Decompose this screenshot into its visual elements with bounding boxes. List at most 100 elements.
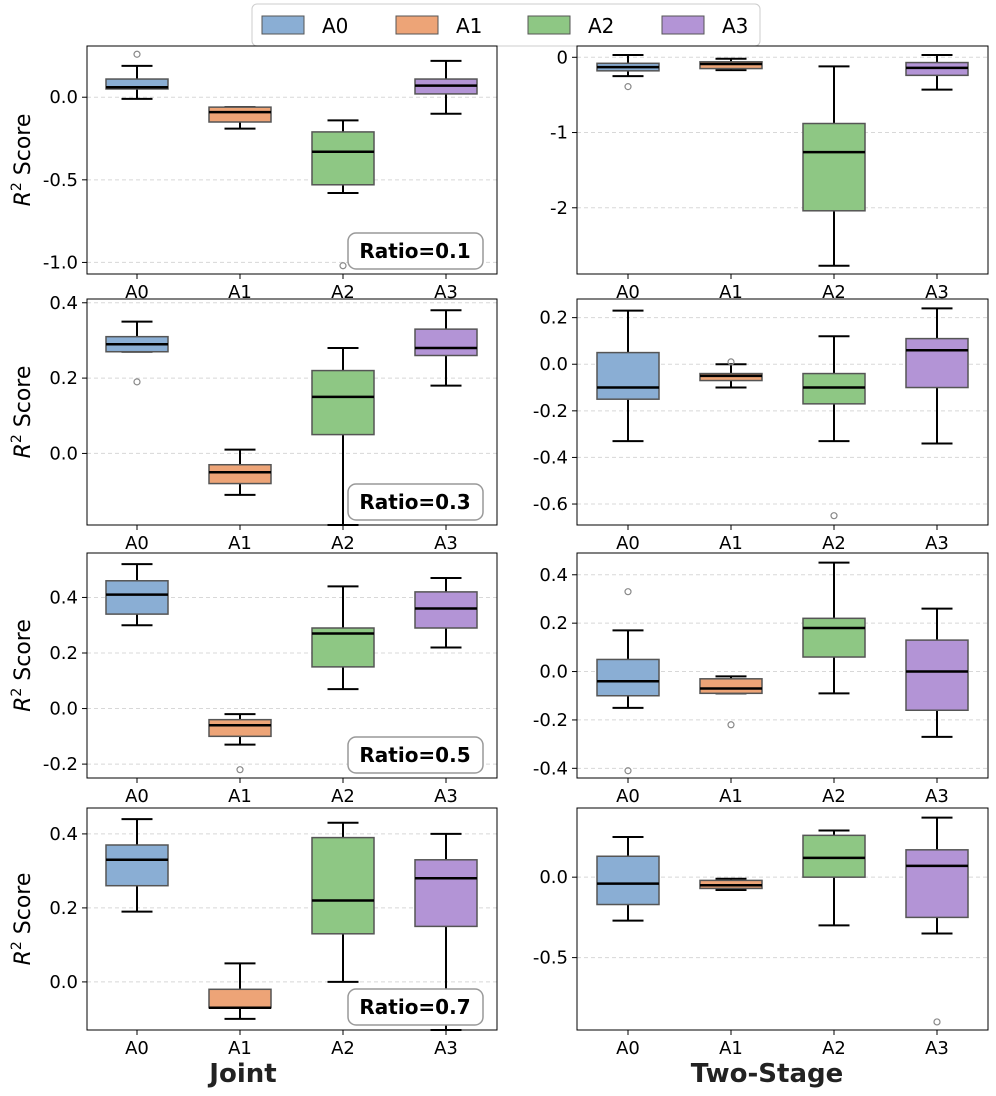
- ratio-label-box: [347, 988, 484, 1026]
- box-a2: [311, 119, 375, 270]
- box-a0: [596, 309, 660, 443]
- panels: 0.0 -0.5 -1.0 A0 A1 A2 A3 Ratio=0.1 0 -1 -2 A0 A1 A2 A…: [43, 45, 989, 1059]
- box-a1: [699, 877, 763, 892]
- y-tick-label: -0.5: [43, 170, 78, 191]
- box-a2: [311, 346, 375, 526]
- iqr-box: [802, 834, 866, 878]
- box-a1: [699, 675, 763, 729]
- axes-frame: [576, 807, 989, 1031]
- x-tick-label: A1: [719, 533, 743, 554]
- x-tick-label: A2: [822, 786, 846, 807]
- outlier-point: [624, 83, 632, 91]
- y-tick-label: -1.0: [43, 252, 78, 273]
- y-tick-label: 0.0: [539, 662, 568, 683]
- box-a1: [699, 358, 763, 389]
- column-label-joint: Joint: [207, 1059, 276, 1089]
- x-tick-label: A2: [822, 282, 846, 303]
- x-tick-label: A2: [822, 533, 846, 554]
- panel-r3-joint: 0.4 0.2 0.0 -0.2 A0 A1 A2 A3 Ratio=0.5: [43, 552, 498, 807]
- box-a1: [699, 57, 763, 72]
- axes-frame: [576, 298, 989, 526]
- y-tick-label: -0.5: [533, 948, 568, 969]
- legend-label-a1: A1: [456, 14, 482, 38]
- y-tick-label: 0.2: [49, 643, 78, 664]
- y-tick-label: -0.2: [43, 754, 78, 775]
- iqr-box: [905, 639, 969, 712]
- y-tick-label: 0.4: [539, 565, 568, 586]
- box-a3: [414, 309, 478, 387]
- iqr-box: [311, 369, 375, 436]
- ratio-label-box: [347, 736, 484, 774]
- iqr-box: [802, 122, 866, 212]
- box-a0: [105, 563, 169, 627]
- axes-frame: [86, 552, 498, 779]
- x-tick-label: A1: [228, 533, 252, 554]
- y-tick-label: 0.2: [539, 308, 568, 329]
- box-a2: [802, 65, 866, 267]
- outlier-point: [624, 767, 632, 775]
- x-tick-label: A0: [616, 1038, 640, 1059]
- box-a1: [208, 448, 272, 496]
- x-tick-label: A2: [331, 786, 355, 807]
- column-label-two-stage: Two-Stage: [691, 1059, 844, 1089]
- y-tick-label: 0.0: [49, 972, 78, 993]
- x-tick-label: A1: [228, 1038, 252, 1059]
- legend-swatch-a0: [261, 15, 305, 35]
- y-tick-label: 0.0: [539, 867, 568, 888]
- iqr-box: [208, 718, 272, 738]
- y-tick-label: 0.2: [539, 613, 568, 634]
- x-tick-label: A2: [331, 533, 355, 554]
- box-a3: [905, 816, 969, 1026]
- box-a3: [905, 54, 969, 91]
- panel-r1-joint: 0.0 -0.5 -1.0 A0 A1 A2 A3 Ratio=0.1: [43, 45, 498, 303]
- y-tick-label: 0.4: [49, 587, 78, 608]
- axes-frame: [86, 45, 498, 275]
- ratio-label: Ratio=0.1: [359, 239, 470, 263]
- axes-frame: [576, 45, 989, 275]
- box-a3: [905, 307, 969, 445]
- box-a2: [802, 561, 866, 695]
- iqr-box: [311, 131, 375, 186]
- y-tick-label: 0.4: [49, 824, 78, 845]
- ratio-label-box: [347, 232, 484, 270]
- box-a3: [414, 577, 478, 649]
- box-a2: [311, 821, 375, 983]
- x-tick-label: A3: [925, 786, 949, 807]
- iqr-box: [311, 836, 375, 935]
- x-tick-label: A0: [125, 533, 149, 554]
- y-tick-label: -0.2: [533, 401, 568, 422]
- x-tick-label: A0: [616, 786, 640, 807]
- panel-r4-two-stage: 0.0 -0.5 A0 A1 A2 A3: [533, 807, 989, 1059]
- panel-r2-two-stage: 0.2 0.0 -0.2 -0.4 -0.6 A0 A1 A2 A3: [533, 298, 989, 554]
- box-a0: [596, 54, 660, 91]
- outlier-point: [830, 512, 838, 520]
- outlier-point: [339, 262, 347, 270]
- box-a3: [905, 607, 969, 738]
- box-a1: [208, 713, 272, 774]
- y-tick-label: 0.2: [49, 898, 78, 919]
- x-tick-label: A3: [434, 282, 458, 303]
- y-tick-label: 0.0: [49, 443, 78, 464]
- legend-label-a3: A3: [722, 14, 748, 38]
- outlier-point: [624, 588, 632, 596]
- legend-swatch-a1: [395, 15, 439, 35]
- y-tick-label: 0.4: [49, 293, 78, 314]
- x-tick-label: A1: [228, 786, 252, 807]
- box-a0: [596, 835, 660, 922]
- iqr-box: [208, 106, 272, 123]
- x-tick-label: A3: [434, 1038, 458, 1059]
- x-tick-label: A1: [719, 1038, 743, 1059]
- outlier-point: [727, 358, 735, 366]
- x-tick-label: A0: [616, 282, 640, 303]
- panel-r1-two-stage: 0 -1 -2 A0 A1 A2 A3: [550, 45, 989, 303]
- y-tick-label: -0.4: [533, 447, 568, 468]
- x-tick-label: A3: [434, 786, 458, 807]
- ratio-label-box: [347, 483, 484, 521]
- x-tick-label: A2: [331, 282, 355, 303]
- axes-frame: [576, 552, 989, 779]
- x-tick-label: A3: [925, 533, 949, 554]
- iqr-box: [414, 859, 478, 928]
- x-tick-label: A0: [125, 786, 149, 807]
- y-tick-label: -0.6: [533, 494, 568, 515]
- iqr-box: [414, 591, 478, 629]
